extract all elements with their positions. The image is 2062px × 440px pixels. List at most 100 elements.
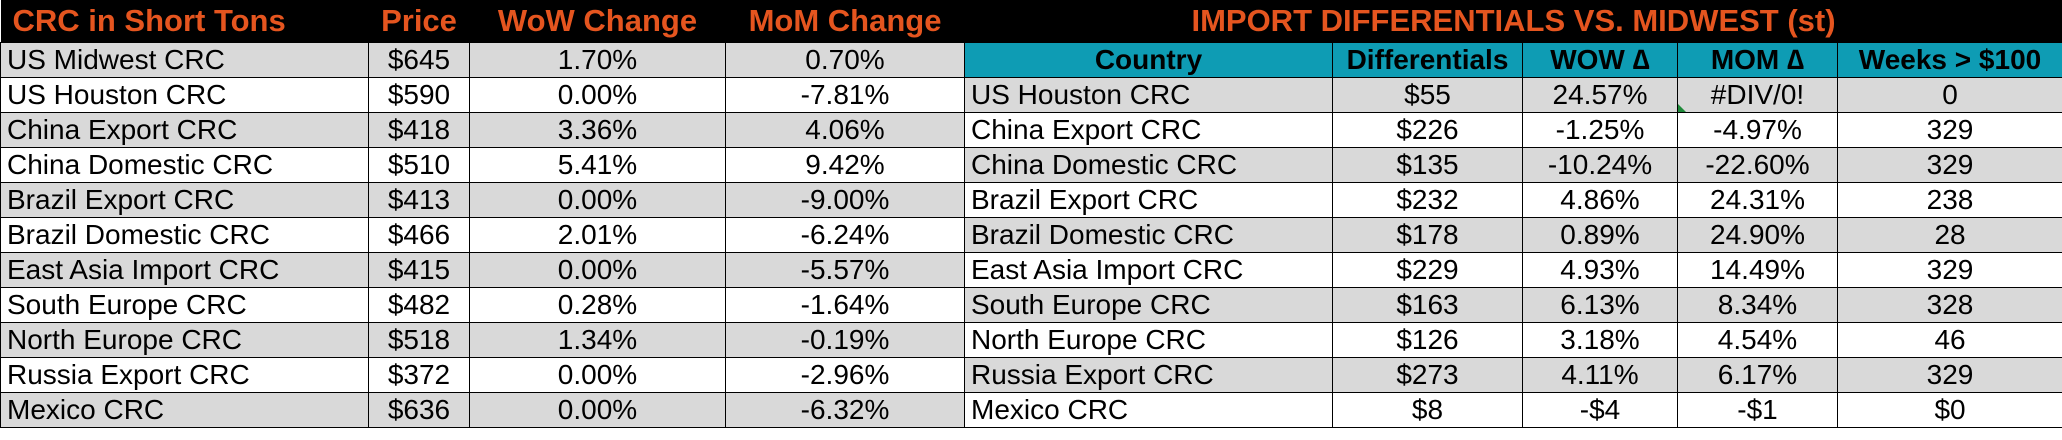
table-cell: $163 <box>1332 287 1523 323</box>
table-cell: US Houston CRC <box>964 77 1333 113</box>
import-differentials-title-row: IMPORT DIFFERENTIALS VS. MIDWEST (st) <box>964 0 2062 43</box>
import-differentials-panel: IMPORT DIFFERENTIALS VS. MIDWEST (st) Co… <box>964 0 2062 428</box>
table-cell: 6.13% <box>1522 287 1678 323</box>
table-cell: $482 <box>368 287 470 323</box>
import-differential-row: China Export CRC $226 -1.25% -4.97% 329 <box>964 112 2062 148</box>
table-cell: $590 <box>368 77 470 113</box>
header-crc-in-short-tons: CRC in Short Tons <box>0 0 369 43</box>
header-mom-delta: MOM ∆ <box>1677 42 1838 78</box>
table-cell: China Export CRC <box>0 112 369 148</box>
table-cell: $226 <box>1332 112 1523 148</box>
crc-price-row: US Midwest CRC $645 1.70% 0.70% <box>0 42 965 78</box>
table-cell: 329 <box>1836 357 2062 393</box>
table-cell: 0 <box>1836 77 2062 113</box>
header-weeks-over-100: Weeks > $100 <box>1836 42 2062 78</box>
import-differential-row: South Europe CRC $163 6.13% 8.34% 328 <box>964 287 2062 323</box>
table-cell: $518 <box>368 322 470 358</box>
import-differential-row: Russia Export CRC $273 4.11% 6.17% 329 <box>964 357 2062 393</box>
table-cell: 238 <box>1836 182 2062 218</box>
table-cell: $273 <box>1332 357 1523 393</box>
table-cell: -2.96% <box>725 357 965 393</box>
crc-price-row: China Export CRC $418 3.36% 4.06% <box>0 112 965 148</box>
table-cell: 4.54% <box>1677 322 1838 358</box>
import-differential-row: Brazil Export CRC $232 4.86% 24.31% 238 <box>964 182 2062 218</box>
table-cell: 0.28% <box>469 287 726 323</box>
table-cell: $418 <box>368 112 470 148</box>
table-cell: 4.11% <box>1522 357 1678 393</box>
table-cell: China Export CRC <box>964 112 1333 148</box>
import-differential-row: North Europe CRC $126 3.18% 4.54% 46 <box>964 322 2062 358</box>
table-cell: 0.70% <box>725 42 965 78</box>
crc-price-row: North Europe CRC $518 1.34% -0.19% <box>0 322 965 358</box>
table-cell: Mexico CRC <box>0 392 369 428</box>
table-cell: 3.18% <box>1522 322 1678 358</box>
crc-price-table-panel: CRC in Short Tons Price WoW Change MoM C… <box>0 0 965 428</box>
table-cell: East Asia Import CRC <box>0 252 369 288</box>
table-cell: -1.25% <box>1522 112 1678 148</box>
table-cell: #DIV/0! <box>1677 77 1838 113</box>
table-cell: -$1 <box>1677 392 1838 428</box>
crc-price-row: South Europe CRC $482 0.28% -1.64% <box>0 287 965 323</box>
table-cell: 4.93% <box>1522 252 1678 288</box>
table-cell: 3.36% <box>469 112 726 148</box>
header-differentials: Differentials <box>1332 42 1523 78</box>
table-cell: US Midwest CRC <box>0 42 369 78</box>
header-mom-change: MoM Change <box>725 0 965 43</box>
table-cell: Brazil Domestic CRC <box>964 217 1333 253</box>
table-cell: 5.41% <box>469 147 726 183</box>
table-cell: 4.06% <box>725 112 965 148</box>
table-cell: $55 <box>1332 77 1523 113</box>
import-differential-row: East Asia Import CRC $229 4.93% 14.49% 329 <box>964 252 2062 288</box>
table-cell: $232 <box>1332 182 1523 218</box>
crc-price-header-row: CRC in Short Tons Price WoW Change MoM C… <box>0 0 965 43</box>
table-cell: US Houston CRC <box>0 77 369 113</box>
table-cell: 2.01% <box>469 217 726 253</box>
table-cell: -9.00% <box>725 182 965 218</box>
table-cell: 4.86% <box>1522 182 1678 218</box>
table-cell: 24.31% <box>1677 182 1838 218</box>
table-cell: 0.00% <box>469 182 726 218</box>
table-cell: -10.24% <box>1522 147 1678 183</box>
table-cell: 0.00% <box>469 77 726 113</box>
table-cell: Mexico CRC <box>964 392 1333 428</box>
table-cell: 6.17% <box>1677 357 1838 393</box>
table-cell: $126 <box>1332 322 1523 358</box>
table-cell: $0 <box>1836 392 2062 428</box>
table-cell: Brazil Domestic CRC <box>0 217 369 253</box>
table-cell: 1.70% <box>469 42 726 78</box>
table-cell: South Europe CRC <box>0 287 369 323</box>
table-cell: $135 <box>1332 147 1523 183</box>
import-differential-row: China Domestic CRC $135 -10.24% -22.60% 329 <box>964 147 2062 183</box>
header-price: Price <box>368 0 470 43</box>
table-cell: $636 <box>368 392 470 428</box>
table-cell: $8 <box>1332 392 1523 428</box>
table-cell: North Europe CRC <box>0 322 369 358</box>
crc-price-row: Mexico CRC $636 0.00% -6.32% <box>0 392 965 428</box>
table-cell: -6.32% <box>725 392 965 428</box>
table-cell: 46 <box>1836 322 2062 358</box>
table-cell: 328 <box>1836 287 2062 323</box>
table-cell: Brazil Export CRC <box>0 182 369 218</box>
crc-price-row: China Domestic CRC $510 5.41% 9.42% <box>0 147 965 183</box>
header-country: Country <box>964 42 1333 78</box>
table-cell: -0.19% <box>725 322 965 358</box>
crc-price-row: Russia Export CRC $372 0.00% -2.96% <box>0 357 965 393</box>
table-cell: 0.00% <box>469 252 726 288</box>
table-cell: Russia Export CRC <box>964 357 1333 393</box>
table-cell: Russia Export CRC <box>0 357 369 393</box>
table-cell: 329 <box>1836 252 2062 288</box>
table-cell: $372 <box>368 357 470 393</box>
table-cell: 8.34% <box>1677 287 1838 323</box>
import-differentials-body: US Houston CRC $55 24.57% #DIV/0! 0 China Exp… <box>964 77 2062 428</box>
table-cell: China Domestic CRC <box>0 147 369 183</box>
table-cell: 28 <box>1836 217 2062 253</box>
table-cell: 9.42% <box>725 147 965 183</box>
table-cell: $415 <box>368 252 470 288</box>
table-cell: -$4 <box>1522 392 1678 428</box>
table-cell: 0.89% <box>1522 217 1678 253</box>
import-differentials-header-row: Country Differentials WOW ∆ MOM ∆ Weeks … <box>964 42 2062 78</box>
table-cell: North Europe CRC <box>964 322 1333 358</box>
crc-price-table: CRC in Short Tons Price WoW Change MoM C… <box>0 0 965 428</box>
crc-price-row: East Asia Import CRC $415 0.00% -5.57% <box>0 252 965 288</box>
crc-price-row: Brazil Domestic CRC $466 2.01% -6.24% <box>0 217 965 253</box>
